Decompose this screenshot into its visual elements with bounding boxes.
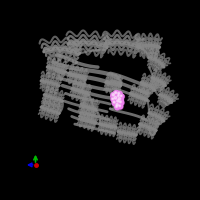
Circle shape: [119, 105, 120, 107]
Circle shape: [116, 99, 123, 106]
Circle shape: [117, 100, 119, 102]
Circle shape: [111, 92, 117, 99]
Circle shape: [118, 92, 120, 94]
Circle shape: [113, 101, 118, 106]
Circle shape: [118, 98, 121, 100]
Circle shape: [118, 100, 124, 105]
Circle shape: [115, 105, 120, 110]
Circle shape: [112, 98, 114, 100]
Circle shape: [111, 93, 118, 99]
Circle shape: [117, 95, 119, 97]
Circle shape: [119, 101, 121, 103]
Circle shape: [117, 91, 122, 97]
Circle shape: [111, 97, 116, 102]
Circle shape: [119, 94, 124, 99]
Circle shape: [116, 103, 118, 106]
Circle shape: [113, 101, 115, 103]
Circle shape: [118, 104, 123, 109]
Circle shape: [113, 95, 121, 103]
Circle shape: [117, 94, 122, 99]
Circle shape: [115, 92, 117, 94]
Circle shape: [111, 98, 116, 102]
Circle shape: [118, 97, 124, 103]
Circle shape: [114, 91, 120, 97]
Circle shape: [120, 95, 125, 99]
Circle shape: [112, 100, 118, 106]
Circle shape: [119, 100, 124, 106]
Circle shape: [120, 95, 122, 97]
Circle shape: [118, 104, 123, 109]
Circle shape: [115, 105, 120, 110]
Circle shape: [116, 106, 117, 107]
Circle shape: [113, 95, 120, 102]
Circle shape: [117, 92, 123, 97]
Circle shape: [112, 94, 114, 96]
Circle shape: [115, 102, 121, 108]
Circle shape: [115, 98, 122, 105]
Circle shape: [117, 94, 121, 99]
Circle shape: [114, 96, 117, 99]
Circle shape: [114, 91, 119, 96]
Circle shape: [117, 96, 123, 103]
Circle shape: [115, 103, 121, 109]
